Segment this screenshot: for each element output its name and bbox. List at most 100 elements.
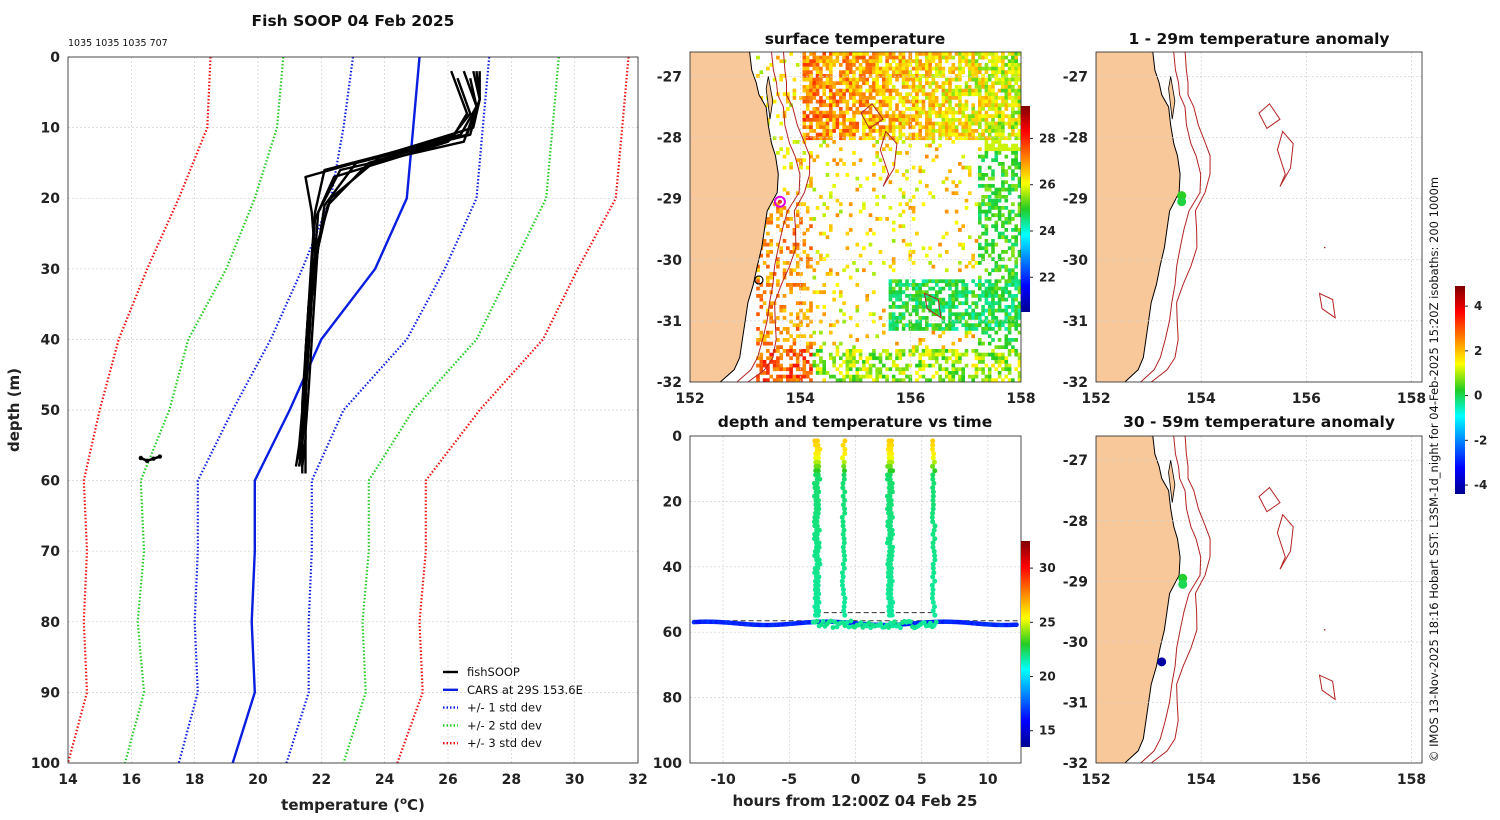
sst-cell: [954, 356, 959, 361]
sst-cell: [799, 349, 803, 353]
sst-cell: [1011, 283, 1015, 287]
sst-cell: [868, 63, 873, 67]
sst-cell: [885, 81, 889, 86]
sst-cell: [766, 308, 770, 313]
sst-cell: [842, 382, 846, 386]
sst-cell: [938, 327, 942, 331]
sst-cell: [845, 110, 850, 115]
sst-cell: [1017, 360, 1021, 364]
sst-cell: [845, 367, 850, 372]
sst-cell: [1001, 356, 1005, 361]
sst-cell: [951, 63, 956, 67]
sst-cell: [789, 334, 793, 339]
sst-cell: [978, 283, 982, 287]
sst-cell: [862, 77, 866, 82]
sst-cell: [978, 107, 982, 111]
sst-cell: [941, 180, 946, 185]
sst-cell: [954, 125, 959, 130]
sst-cell: [984, 319, 989, 324]
sst-cell: [1014, 312, 1018, 317]
sst-cell: [805, 165, 810, 170]
sst-cell: [954, 88, 959, 93]
sst-cell: [776, 338, 780, 342]
sst-cell: [925, 59, 929, 64]
a1-seamount-2: [1318, 292, 1336, 319]
sst-cell: [852, 99, 856, 104]
sst-cell: [954, 103, 959, 108]
sst-cell: [852, 85, 856, 89]
sst-cell: [944, 301, 949, 306]
sst-cell: [855, 66, 860, 71]
sst-cell: [776, 202, 780, 207]
sst-cell: [862, 132, 866, 137]
sst-cell: [1011, 147, 1015, 152]
sst-cell: [964, 290, 969, 295]
a2-ytick: -32: [1063, 756, 1088, 772]
sst-cell: [786, 261, 790, 265]
sst-cell: [915, 114, 919, 119]
sst-cell: [1001, 367, 1005, 372]
sst-cell: [829, 85, 833, 89]
sst-cell: [795, 301, 800, 306]
sst-cell: [1004, 316, 1009, 320]
sst-cell: [1007, 118, 1012, 122]
sst-cell: [782, 374, 787, 379]
sst-cell: [958, 367, 962, 372]
sst-cell: [1011, 228, 1015, 232]
ytick-label: 40: [41, 332, 61, 348]
sst-cell: [882, 118, 886, 122]
sst-cell: [981, 371, 985, 375]
sst-cell: [769, 242, 773, 247]
sst-cell: [891, 268, 896, 273]
sst-cell: [858, 158, 863, 163]
sst-cell: [766, 217, 770, 221]
sst-cell: [1011, 176, 1015, 181]
sst-cell: [997, 235, 1002, 240]
sst-cell: [911, 125, 916, 130]
legend-label: CARS at 29S 153.6E: [467, 683, 583, 697]
sst-cell: [934, 356, 939, 361]
anom1-xticks: 152 154 156 158: [1081, 391, 1426, 407]
sst-cell: [868, 85, 873, 89]
sst-cell: [786, 107, 790, 111]
sst-cell: [1001, 143, 1005, 148]
sst-cell: [928, 261, 932, 265]
sst-cell: [868, 374, 873, 379]
sst-cell: [855, 125, 860, 130]
sst-cell: [971, 294, 975, 298]
sst-cell: [974, 85, 979, 89]
sst-cell: [921, 107, 926, 111]
sst-cell: [812, 107, 817, 111]
sst-cell: [835, 81, 840, 86]
sst-cell: [1004, 74, 1009, 78]
sst-cell: [944, 323, 949, 328]
sst-cell: [964, 114, 969, 119]
sst-cell: [898, 151, 903, 155]
sst-cell: [928, 59, 932, 64]
sst-cell: [1004, 279, 1009, 284]
cast-point: [887, 472, 893, 478]
sst-cell: [1004, 81, 1009, 86]
sst-cell: [964, 81, 969, 86]
sst-cell: [908, 349, 913, 353]
sst-cell: [1011, 319, 1015, 324]
sst-cell: [875, 63, 879, 67]
sst-cell: [832, 184, 836, 188]
bottom-cast-point: [844, 620, 850, 626]
sst-cell: [915, 371, 919, 375]
sst-cell: [994, 352, 999, 357]
sst-cell: [974, 349, 979, 353]
sst-cell: [878, 59, 883, 64]
sst-cell: [1011, 378, 1015, 382]
sst-cell: [954, 371, 959, 375]
sst-cell: [934, 327, 939, 331]
sst-cell: [938, 70, 942, 75]
sst-cell: [882, 77, 886, 82]
sst-cell: [911, 165, 916, 170]
sst-cell: [921, 169, 926, 174]
sst-xtick: 152: [675, 391, 704, 407]
sst-cell: [987, 290, 992, 295]
sst-cell: [1001, 220, 1005, 225]
